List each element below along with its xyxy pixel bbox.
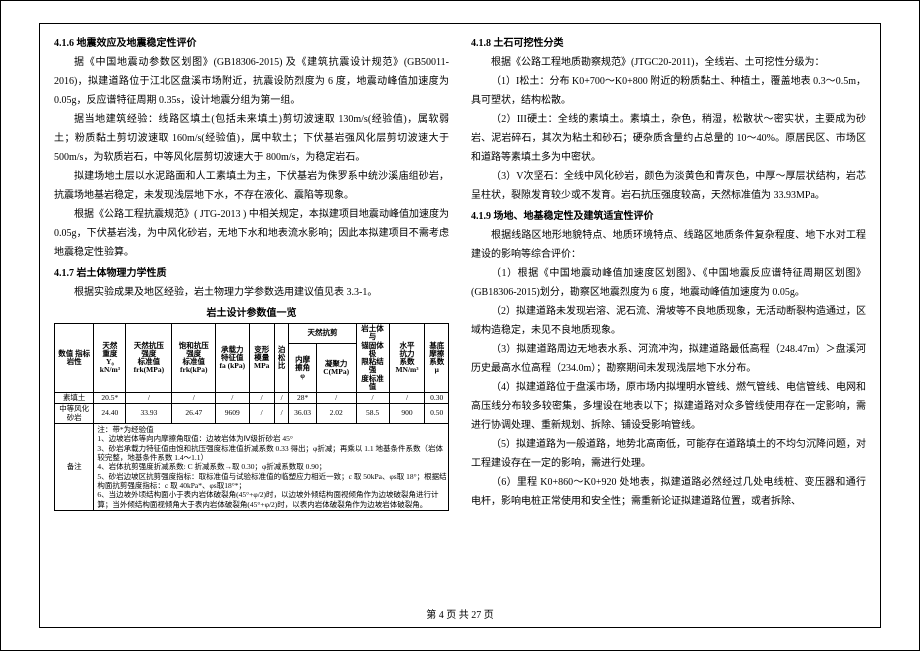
two-column-layout: 4.1.6 地震效应及地震稳定性评价 据《中国地震动参数区划图》(GB18306… bbox=[54, 32, 866, 602]
note-line: 6、当边坡外顷结构面小于表内岩体破裂角(45°+φ/2)时，以边坡外倾结构面视倾… bbox=[97, 490, 447, 509]
para: 据《中国地震动参数区划图》(GB18306-2015) 及《建筑抗震设计规范》(… bbox=[54, 53, 449, 110]
page-footer: 第 4 页 共 27 页 bbox=[54, 606, 866, 621]
cell: / bbox=[274, 404, 288, 424]
cell: 33.93 bbox=[126, 404, 172, 424]
cell: / bbox=[172, 393, 216, 404]
note-line: 5、砂岩边坡区抗剪强度指标：取标准值与试验标准值的临塑应力相近一致；c 取 50… bbox=[97, 472, 447, 491]
th: frk(MPa) bbox=[134, 365, 164, 374]
para: （1）I松土：分布 K0+700～K0+800 附近的粉质黏土、种植土，覆盖地表… bbox=[471, 72, 866, 110]
cell: / bbox=[274, 393, 288, 404]
heading-4-1-7: 4.1.7 岩土体物理力学性质 bbox=[54, 264, 449, 283]
th: 岩性 bbox=[67, 357, 82, 366]
cell: 28* bbox=[289, 393, 316, 404]
note-line: 1、边坡岩体等向内摩擦角取值：边坡岩体为Ⅳ级折砂岩 45° bbox=[97, 434, 447, 443]
para: 根据线路区地形地貌特点、地质环境特点、线路区地质条件复杂程度、地下水对工程建设的… bbox=[471, 226, 866, 264]
th: 限粘结强 bbox=[361, 357, 384, 374]
para: 拟建场地土层以水泥路面和人工素填土为主，下伏基岩为侏罗系中统沙溪庙组砂岩，抗震场… bbox=[54, 167, 449, 205]
cell: 24.40 bbox=[94, 404, 126, 424]
cell: 2.02 bbox=[316, 404, 356, 424]
para: （3）拟建道路周边无地表水系、河流冲沟，拟建道路最低高程（248.47m）＞盘溪… bbox=[471, 340, 866, 378]
cell: / bbox=[389, 393, 425, 404]
cell: 900 bbox=[389, 404, 425, 424]
design-params-table: 数值 指标 岩性 天然 重度 Y₀ kN/m³ 天然抗压 强度 标准值 frk(… bbox=[54, 323, 449, 511]
page-frame: 4.1.6 地震效应及地震稳定性评价 据《中国地震动参数区划图》(GB18306… bbox=[39, 23, 881, 628]
cell: / bbox=[249, 404, 274, 424]
table-row: 中等风化砂岩 24.40 33.93 26.47 9609 / / 36.03 … bbox=[55, 404, 449, 424]
cell: / bbox=[356, 393, 389, 404]
para: （4）拟建道路位于盘溪市场，原市场内拟埋明水管线、燃气管线、电信管线、电网和高压… bbox=[471, 378, 866, 435]
th: fa (kPa) bbox=[219, 361, 245, 370]
heading-4-1-9: 4.1.9 场地、地基稳定性及建筑适宜性评价 bbox=[471, 207, 866, 226]
note-line: 4、岩体抗剪强度折减系数: C 折减系数→取 0.30；φ折减系数取 0.90； bbox=[97, 462, 447, 471]
para: 根据实验成果及地区经验，岩土物理力学参数选用建议值见表 3.3-1。 bbox=[54, 283, 449, 302]
th: 天然抗剪 bbox=[289, 324, 356, 344]
para: 根据《公路工程抗震规范》( JTG-2013 ) 中相关规定，本拟建项目地震动峰… bbox=[54, 205, 449, 262]
para: 据当地建筑经验：线路区填土(包括未来填土)剪切波速取 130m/s(经验值)，属… bbox=[54, 110, 449, 167]
note-line: 3、砂岩承载力特征值由饱和抗压强度标准值折减系数 0.33 得出；φ折减；再乘以… bbox=[97, 444, 447, 463]
th: 比 bbox=[278, 361, 286, 370]
notes-label: 备注 bbox=[55, 423, 94, 510]
th: φ bbox=[300, 371, 305, 380]
th: C(MPa) bbox=[323, 367, 349, 376]
th: μ bbox=[435, 365, 439, 374]
cell: / bbox=[316, 393, 356, 404]
cell: 0.30 bbox=[425, 393, 449, 404]
cell: 58.5 bbox=[356, 404, 389, 424]
left-column: 4.1.6 地震效应及地震稳定性评价 据《中国地震动参数区划图》(GB18306… bbox=[54, 32, 449, 602]
para: （3）V次坚石：全线中风化砂岩，颜色为淡黄色和青灰色，中厚～厚层状结构，岩芯呈柱… bbox=[471, 167, 866, 205]
para: （2）III硬土：全线的素填土。素填土，杂色，稍湿，松散状～密实状，主要成为砂岩… bbox=[471, 110, 866, 167]
cell: 26.47 bbox=[172, 404, 216, 424]
note-line: 注：带*为经验值 bbox=[97, 425, 447, 434]
para: （2）拟建道路未发现岩溶、泥石流、滑坡等不良地质现象，无活动断裂构造通过，区域构… bbox=[471, 302, 866, 340]
para: （6）里程 K0+860～K0+920 处地表，拟建道路必然经过几处电线桩、变压… bbox=[471, 473, 866, 511]
para: （5）拟建道路为一般道路，地势北高南低，可能存在道路填土的不均匀沉降问题，对工程… bbox=[471, 435, 866, 473]
heading-4-1-8: 4.1.8 土石可挖性分类 bbox=[471, 34, 866, 53]
th: MPa bbox=[254, 361, 269, 370]
cell: 中等风化砂岩 bbox=[55, 404, 94, 424]
th: 锚固体极 bbox=[361, 341, 384, 358]
right-column: 4.1.8 土石可挖性分类 根据《公路工程地质勘察规范》(JTGC20-2011… bbox=[471, 32, 866, 602]
para: （1）根据《中国地震动峰值加速度区划图》、《中国地震反应谱特征周期区划图》(GB… bbox=[471, 264, 866, 302]
cell: 20.5* bbox=[94, 393, 126, 404]
para: 根据《公路工程地质勘察规范》(JTGC20-2011)，全线岩、土可挖性分级为： bbox=[471, 53, 866, 72]
cell: / bbox=[216, 393, 249, 404]
cell: 素填土 bbox=[55, 393, 94, 404]
table-header-row: 数值 指标 岩性 天然 重度 Y₀ kN/m³ 天然抗压 强度 标准值 frk(… bbox=[55, 324, 449, 344]
notes-cell: 注：带*为经验值 1、边坡岩体等向内摩擦角取值：边坡岩体为Ⅳ级折砂岩 45° 3… bbox=[94, 423, 449, 510]
cell: / bbox=[126, 393, 172, 404]
cell: 9609 bbox=[216, 404, 249, 424]
cell: 36.03 bbox=[289, 404, 316, 424]
table-notes-row: 备注 注：带*为经验值 1、边坡岩体等向内摩擦角取值：边坡岩体为Ⅳ级折砂岩 45… bbox=[55, 423, 449, 510]
heading-4-1-6: 4.1.6 地震效应及地震稳定性评价 bbox=[54, 34, 449, 53]
cell: 0.50 bbox=[425, 404, 449, 424]
th: frk(kPa) bbox=[180, 365, 208, 374]
cell: / bbox=[249, 393, 274, 404]
th: 度标准值 bbox=[361, 374, 384, 391]
table-row: 素填土 20.5* / / / / / 28* / / / 0.30 bbox=[55, 393, 449, 404]
th: 岩土体与 bbox=[361, 324, 384, 341]
th: kN/m³ bbox=[100, 365, 120, 374]
th: MN/m³ bbox=[395, 365, 418, 374]
table-title: 岩土设计参数值一览 bbox=[54, 304, 449, 323]
